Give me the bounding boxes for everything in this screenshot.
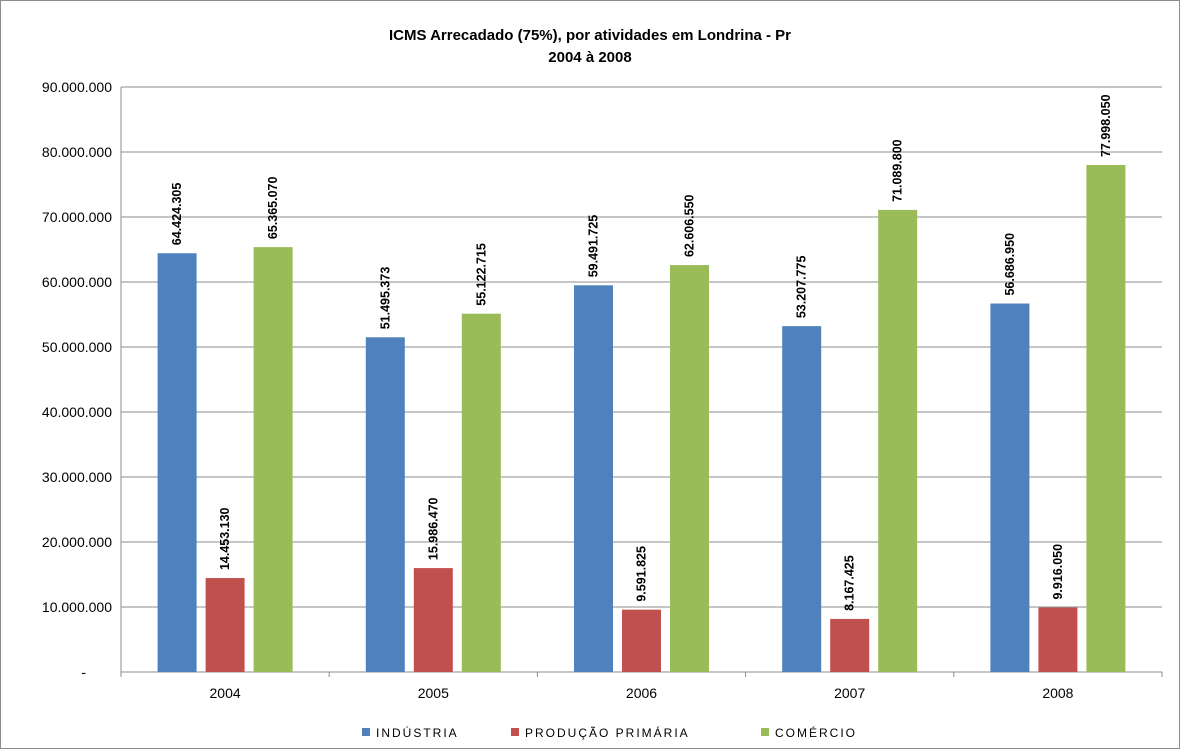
data-label: 62.606.550 [683, 194, 697, 257]
data-label: 64.424.305 [170, 183, 184, 246]
data-label: 71.089.800 [891, 139, 905, 202]
x-tick-label: 2008 [1042, 685, 1073, 701]
legend-swatch [761, 728, 769, 736]
bar [878, 209, 918, 672]
legend-entry: PRODUÇÃO PRIMÁRIA [525, 725, 690, 740]
bar [413, 568, 453, 672]
bar [461, 313, 501, 672]
y-tick-label: 90.000.000 [42, 79, 112, 95]
data-label: 15.986.470 [426, 497, 440, 560]
data-label: 55.122.715 [474, 243, 488, 306]
x-tick-label: 2006 [626, 685, 657, 701]
bar [782, 326, 822, 672]
chart-title: ICMS Arrecadado (75%), por atividades em… [389, 27, 791, 44]
chart-subtitle: 2004 à 2008 [548, 49, 631, 66]
data-label: 53.207.775 [795, 256, 809, 319]
data-label: 14.453.130 [218, 507, 232, 570]
bar [365, 337, 405, 672]
bar [205, 578, 245, 672]
legend-entry: COMÉRCIO [775, 725, 857, 740]
y-tick-label: 60.000.000 [42, 274, 112, 290]
bar [670, 265, 709, 672]
y-tick-label: 30.000.000 [42, 469, 112, 485]
gridlines [121, 86, 1162, 673]
data-label: 9.591.825 [635, 546, 649, 602]
bar [574, 285, 613, 672]
y-tick-label: 40.000.000 [42, 404, 112, 420]
data-label: 56.686.950 [1003, 233, 1017, 296]
x-tick-label: 2004 [210, 685, 241, 701]
y-tick-label: 80.000.000 [42, 144, 112, 160]
legend: INDÚSTRIA PRODUÇÃO PRIMÁRIA COMÉRCIO [362, 725, 857, 740]
data-labels: 64.424.305 14.453.130 65.365.070 51.495.373… [170, 94, 1113, 611]
bars [157, 165, 1126, 673]
data-label: 65.365.070 [266, 177, 280, 240]
y-tick-label: 50.000.000 [42, 339, 112, 355]
bar [253, 247, 293, 672]
x-tick-label: 2005 [418, 685, 449, 701]
y-tick-label: 70.000.000 [42, 209, 112, 225]
data-label: 8.167.425 [843, 555, 857, 611]
x-axis: 2004 2005 2006 2007 2008 [120, 672, 1163, 701]
y-tick-label: 10.000.000 [42, 599, 112, 615]
data-label: 51.495.373 [378, 267, 392, 330]
x-tick-label: 2007 [834, 685, 865, 701]
legend-swatch [511, 728, 519, 736]
legend-swatch [362, 728, 370, 736]
bar [830, 618, 870, 672]
data-label: 9.916.050 [1051, 544, 1065, 600]
y-tick-label: 20.000.000 [42, 534, 112, 550]
bar [157, 253, 197, 673]
legend-entry: INDÚSTRIA [376, 725, 459, 740]
y-tick-label: - [81, 664, 86, 680]
data-label: 77.998.050 [1099, 94, 1113, 157]
bar [990, 303, 1030, 672]
bar [1038, 607, 1078, 672]
bar [622, 609, 661, 672]
data-label: 59.491.725 [587, 215, 601, 278]
y-axis: - 10.000.000 20.000.000 30.000.000 40.000.00… [42, 79, 122, 680]
bar [1086, 165, 1126, 672]
